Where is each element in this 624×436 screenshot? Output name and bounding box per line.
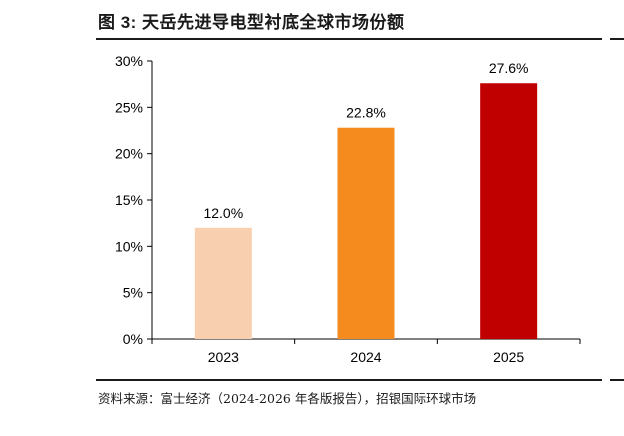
x-tick-label: 2023 (208, 349, 239, 365)
bars (194, 83, 538, 340)
x-tick-label: 2024 (350, 349, 381, 365)
data-label: 12.0% (203, 205, 243, 221)
figure-title: 图 3: 天岳先进导电型衬底全球市场份额 (98, 13, 405, 32)
y-tick-label: 5% (123, 285, 143, 301)
source-note: 资料来源：富士经济（2024-2026 年各版报告），招银国际环球市场 (98, 391, 477, 406)
y-tick-label: 15% (115, 192, 143, 208)
y-tick-label: 0% (123, 331, 143, 347)
x-tick-label: 2025 (493, 349, 524, 365)
top-rule (96, 38, 602, 40)
data-label: 22.8% (346, 105, 386, 121)
edge-mark (610, 379, 624, 381)
axes: 0% 5% 10% 15% 20% 25% 30% 2023 2024 2025 (115, 53, 581, 365)
labels: 12.0% 22.8% 27.6% (203, 60, 528, 221)
bar (480, 83, 538, 340)
y-tick-label: 30% (115, 53, 143, 69)
bar (337, 127, 395, 339)
edge-mark (610, 38, 624, 40)
y-tick-label: 25% (115, 99, 143, 115)
bottom-rule (96, 379, 602, 381)
data-label: 27.6% (489, 60, 529, 76)
y-tick-label: 20% (115, 146, 143, 162)
y-tick-label: 10% (115, 238, 143, 254)
bar (194, 227, 252, 339)
